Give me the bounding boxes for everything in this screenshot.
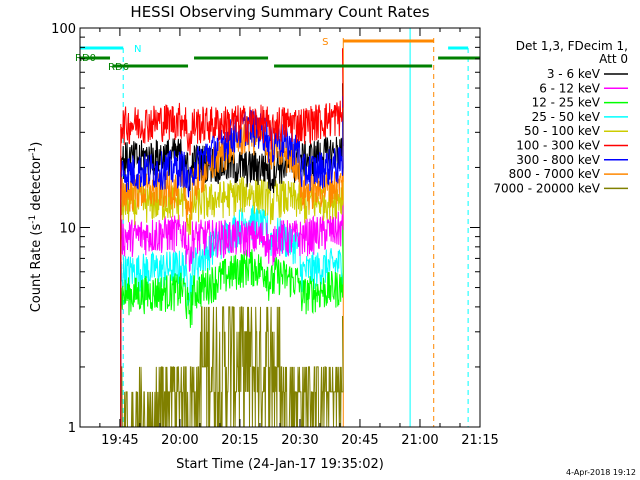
y-axis-label-main: Count Rate (s [29,224,44,313]
x-tick-label-6: 21:15 [461,433,498,448]
chart-title: HESSI Observing Summary Count Rates [130,3,429,21]
legend-label-7: 800 - 7000 keV [509,167,601,181]
y-tick-label-1: 10 [59,222,76,237]
legend-label-6: 300 - 800 keV [516,153,600,167]
x-tick-label-4: 20:45 [341,433,378,448]
rd0-flag-label: RD0 [75,53,96,64]
x-tick-label-0: 19:45 [101,433,138,448]
y-axis-label-end: ) [29,142,44,147]
legend-title-line-2: Att 0 [599,52,628,66]
y-tick-label-2: 100 [51,22,76,37]
legend-label-0: 3 - 6 keV [547,67,601,81]
x-tick-label-3: 20:30 [281,433,318,448]
legend-label-4: 50 - 100 keV [524,124,601,138]
y-axis-label-sup-2: -1 [28,147,38,156]
legend-label-3: 25 - 50 keV [532,110,601,124]
x-tick-label-5: 21:00 [401,433,438,448]
x-tick-label-2: 20:15 [221,433,258,448]
legend-label-8: 7000 - 20000 keV [493,181,600,195]
legend-label-1: 6 - 12 keV [539,81,601,95]
footer-date: 4-Apr-2018 19:12 [566,468,636,477]
night-flag-label: N [134,44,141,55]
y-axis-label: Count Rate (s-1 detector-1) [28,142,44,313]
y-tick-label-0: 1 [68,421,76,436]
rd6-flag-label: RD6 [108,62,129,73]
y-axis-label-mid: detector [29,155,44,215]
legend-label-2: 12 - 25 keV [532,96,601,110]
x-tick-label-1: 20:00 [161,433,198,448]
count-rate-chart: HESSI Observing Summary Count Rates N S RD… [0,0,640,480]
legend-title-line-1: Det 1,3, FDecim 1, [516,39,628,53]
x-axis-label: Start Time (24-Jan-17 19:35:02) [176,457,384,472]
saa-flag-label: S [322,37,328,48]
y-axis-label-sup-1: -1 [28,215,38,224]
legend-label-5: 100 - 300 keV [516,139,600,153]
chart-background [0,0,640,480]
